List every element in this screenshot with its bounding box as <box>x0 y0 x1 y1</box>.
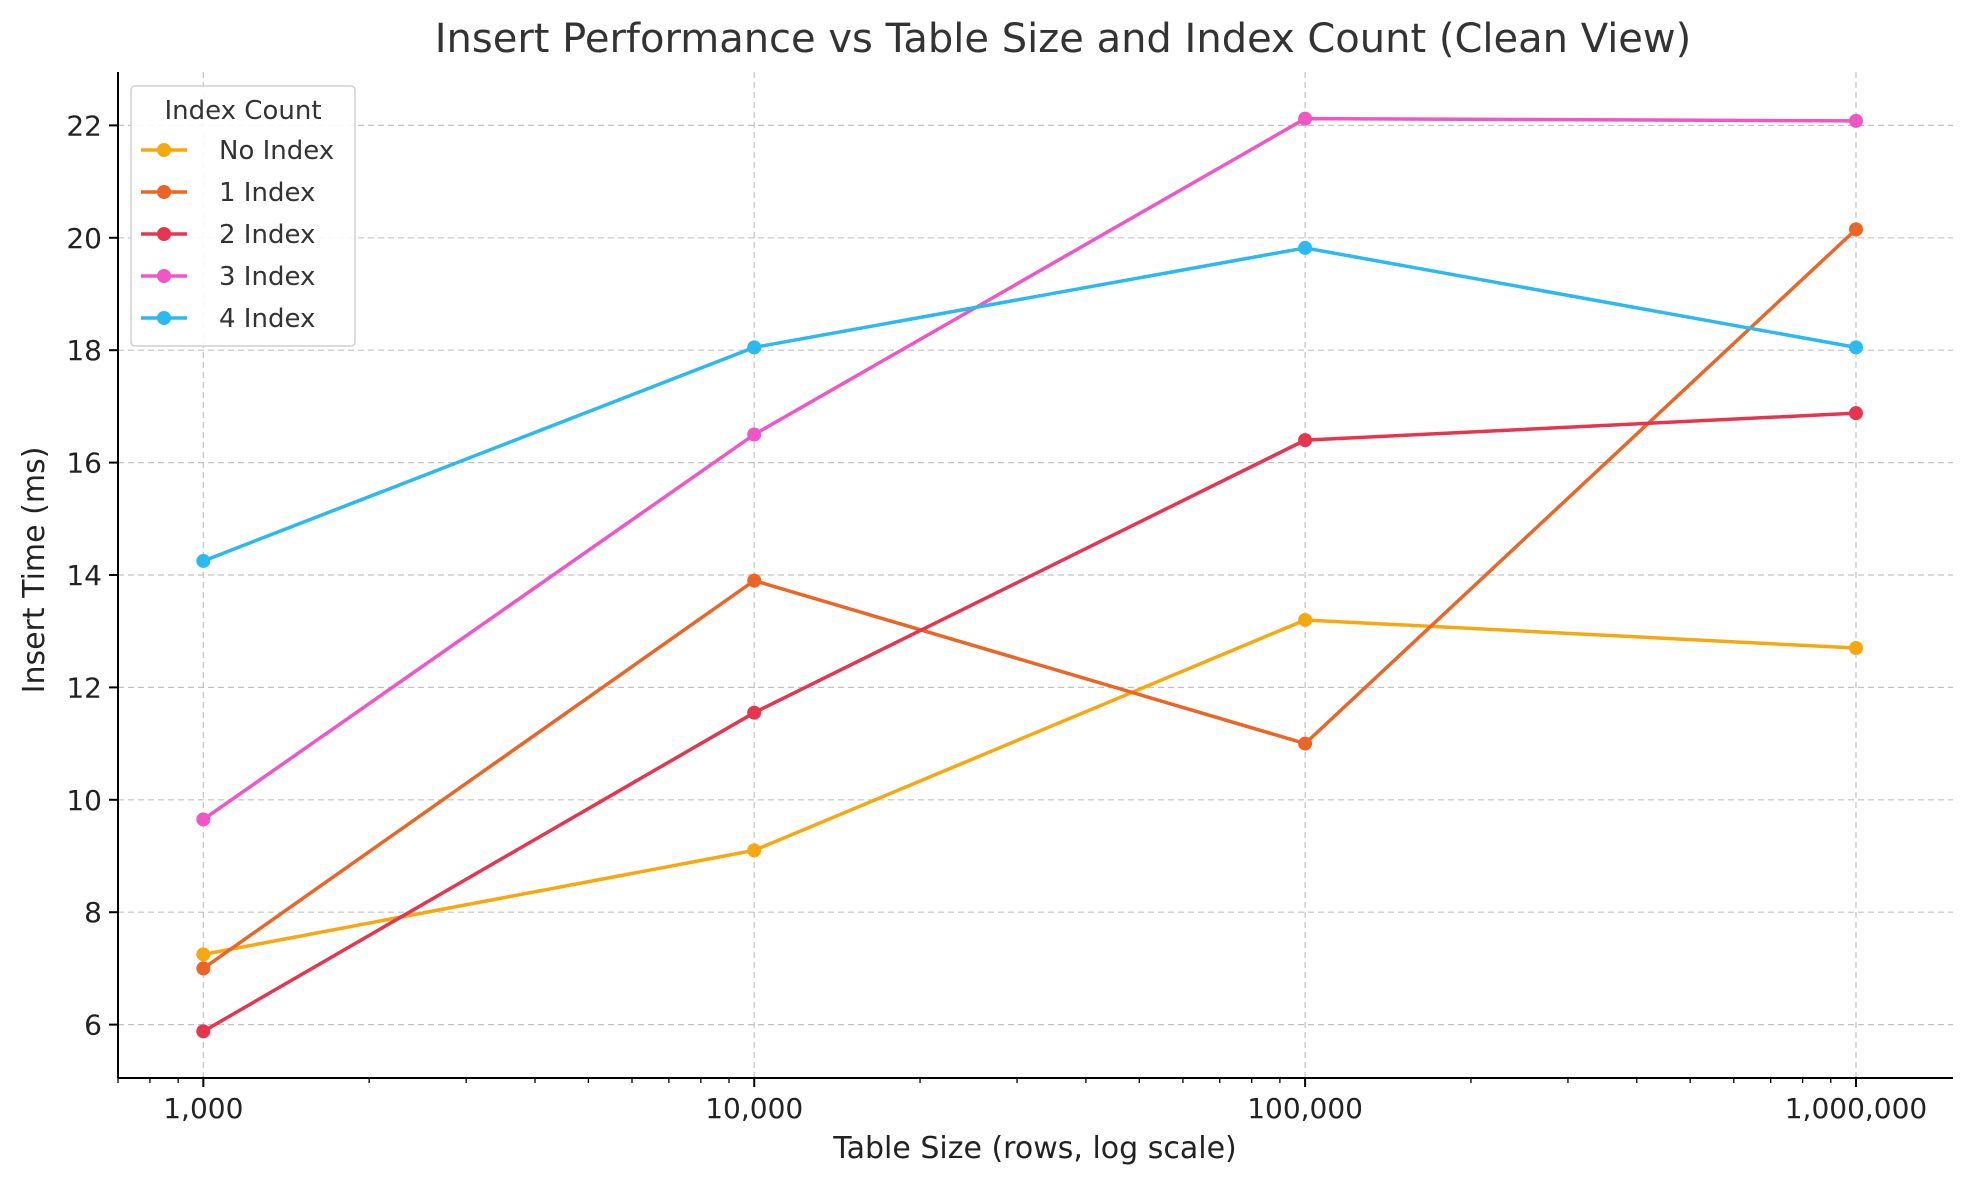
data-point <box>747 843 762 858</box>
legend-swatch-marker <box>157 143 171 157</box>
data-point <box>1298 111 1313 126</box>
series-line <box>202 411 1857 1033</box>
data-point <box>1848 222 1863 237</box>
data-point <box>196 961 211 976</box>
series-line <box>202 228 1858 970</box>
data-point <box>1298 433 1313 448</box>
data-point <box>1298 612 1313 627</box>
legend-entry-label: 2 Index <box>219 220 315 250</box>
y-tick-label: 18 <box>66 334 102 367</box>
data-point <box>747 427 762 442</box>
chart-title: Insert Performance vs Table Size and Ind… <box>435 16 1692 62</box>
x-tick-label: 100,000 <box>1247 1092 1363 1125</box>
data-point <box>196 553 211 568</box>
x-tick-label: 1,000,000 <box>1785 1092 1928 1125</box>
data-point <box>1848 340 1863 355</box>
y-tick-label: 12 <box>66 671 102 704</box>
y-tick-label: 20 <box>66 222 102 255</box>
y-tick-label: 6 <box>84 1009 102 1042</box>
data-point <box>1298 736 1313 751</box>
y-axis-label: Insert Time (ms) <box>17 447 52 694</box>
data-point <box>196 947 211 962</box>
legend-entry-label: 4 Index <box>219 304 315 334</box>
legend-swatch-marker <box>157 227 171 241</box>
legend-swatch-marker <box>157 311 171 325</box>
x-axis-label: Table Size (rows, log scale) <box>832 1131 1236 1166</box>
x-tick-label: 1,000 <box>163 1092 243 1125</box>
y-tick-label: 10 <box>66 784 102 817</box>
y-tick-label: 8 <box>84 896 102 929</box>
y-tick-label: 16 <box>66 447 102 480</box>
data-point <box>1848 641 1863 656</box>
series-line <box>203 618 1857 957</box>
legend-swatch-marker <box>157 269 171 283</box>
x-tick-label: 10,000 <box>705 1092 803 1125</box>
data-point <box>1848 406 1863 421</box>
data-point <box>1848 113 1863 128</box>
legend-title: Index Count <box>164 96 321 126</box>
legend-swatch-marker <box>157 185 171 199</box>
series-line <box>202 246 1857 563</box>
y-tick-label: 14 <box>66 559 102 592</box>
legend-entry-label: 1 Index <box>219 178 315 208</box>
data-point <box>747 340 762 355</box>
series-layer <box>196 111 1863 1039</box>
data-point <box>747 705 762 720</box>
y-tick-label: 22 <box>66 109 102 142</box>
data-point <box>1298 240 1313 255</box>
data-point <box>196 812 211 827</box>
axes: 1,000 10,000 100,000 1,000,000 6 8 10 12 14 16 18 2… <box>66 72 1953 1125</box>
series-line <box>202 116 1856 821</box>
data-point <box>747 573 762 588</box>
legend-entry-label: 3 Index <box>219 262 315 292</box>
legend-entry-label: No Index <box>219 136 334 166</box>
legend: Index Count No Index 1 Index 2 Index 3 Index… <box>130 85 356 347</box>
data-point <box>196 1024 211 1039</box>
